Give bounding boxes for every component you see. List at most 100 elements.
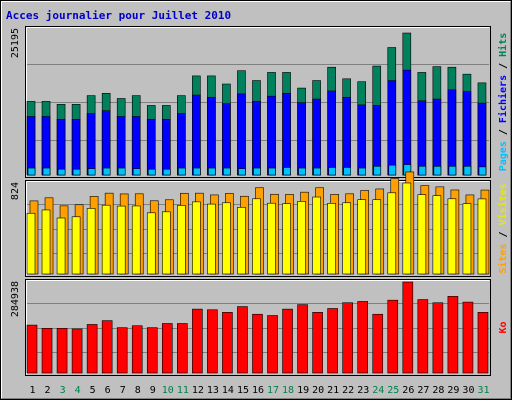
sites-bar <box>207 203 216 275</box>
sites-bar <box>161 211 171 275</box>
x-tick-label: 22 <box>342 385 354 396</box>
x-tick-label: 26 <box>402 385 414 396</box>
sites-bar <box>387 192 397 275</box>
x-tick-label: 27 <box>417 385 429 396</box>
kb-bar <box>26 324 38 374</box>
pages-bar <box>283 167 291 176</box>
x-tick-label: 4 <box>75 385 81 396</box>
sites-bar <box>56 217 66 275</box>
pages-bar <box>268 167 276 176</box>
sites-bar <box>86 208 96 275</box>
files-bar <box>71 119 81 176</box>
kb-bar <box>41 327 53 374</box>
x-tick-label: 20 <box>312 385 324 396</box>
x-tick-label: 21 <box>327 385 339 396</box>
kb-bar <box>56 327 68 374</box>
files-bar <box>131 116 141 176</box>
panel-visits-series-label: Sites / Visites <box>497 183 509 273</box>
kb-bar <box>267 315 278 374</box>
panel-hits-ymax-label: 25195 <box>10 28 21 58</box>
pages-bar <box>223 167 231 176</box>
files-bar <box>41 116 51 176</box>
x-tick-label: 17 <box>267 385 279 396</box>
sites-bar <box>252 198 261 275</box>
sites-bar <box>372 199 382 275</box>
x-tick-label: 11 <box>177 385 189 396</box>
kb-bar <box>432 302 444 374</box>
x-tick-label: 23 <box>357 385 369 396</box>
kb-bar <box>387 299 399 374</box>
sites-bar <box>26 212 36 275</box>
kb-bar <box>297 304 308 374</box>
pages-bar <box>193 167 201 176</box>
sites-bar <box>342 202 351 275</box>
files-bar <box>222 103 231 176</box>
kb-bar <box>327 308 338 374</box>
sites-bar <box>357 199 367 275</box>
chart-title: Acces journalier pour Juillet 2010 <box>6 9 231 22</box>
files-bar <box>372 105 382 176</box>
kb-bar <box>71 328 83 374</box>
files-bar <box>161 119 171 176</box>
pages-bar <box>132 168 141 176</box>
kb-bar <box>86 324 98 374</box>
kb-bar <box>357 301 369 374</box>
x-tick-label: 19 <box>297 385 309 396</box>
kb-bar <box>161 323 173 374</box>
sites-bar <box>222 202 231 275</box>
kb-bar <box>237 306 248 374</box>
kb-bar <box>372 313 384 374</box>
x-tick-label: 2 <box>45 385 51 396</box>
kb-bar <box>417 299 429 374</box>
x-tick-label: 14 <box>222 385 234 396</box>
files-bar <box>192 94 201 176</box>
files-bar <box>101 110 111 176</box>
kb-bar <box>252 313 263 374</box>
sites-bar <box>462 203 472 275</box>
files-bar <box>477 102 487 176</box>
sites-bar <box>282 203 291 275</box>
pages-bar <box>358 167 367 176</box>
kb-bar <box>207 309 218 374</box>
kb-bar <box>282 308 293 374</box>
panel-visits-ymax-label: 824 <box>10 182 21 200</box>
pages-bar <box>238 168 246 176</box>
pages-bar <box>478 166 487 176</box>
sites-bar <box>417 194 427 275</box>
pages-bar <box>27 167 36 176</box>
kb-bar <box>192 308 203 374</box>
files-bar <box>342 97 351 176</box>
sites-bar <box>177 205 186 275</box>
x-tick-label: 29 <box>447 385 459 396</box>
kb-bar <box>342 302 353 374</box>
pages-bar <box>373 166 382 176</box>
pages-bar <box>102 167 111 176</box>
panel-kb-ymax-label: 284938 <box>10 281 21 317</box>
files-bar <box>297 102 306 176</box>
x-tick-label: 28 <box>432 385 444 396</box>
panel-kb-series-label-part-0: Ko <box>498 321 509 333</box>
files-bar <box>56 119 66 176</box>
files-bar <box>357 104 367 176</box>
x-tick-label: 13 <box>207 385 219 396</box>
sites-bar <box>116 205 126 275</box>
x-tick-label: 7 <box>120 385 126 396</box>
kb-bar <box>131 325 143 374</box>
x-tick-label: 8 <box>135 385 141 396</box>
pages-bar <box>448 166 457 176</box>
files-bar <box>312 98 321 176</box>
sites-bar <box>267 202 276 275</box>
sites-bar <box>402 182 412 275</box>
files-bar <box>462 91 472 176</box>
panel-hits-series-label-part-2: Fichiers <box>497 75 509 123</box>
pages-bar <box>147 168 156 176</box>
panel-hits-series-label-part-0: Pages <box>498 141 509 171</box>
x-tick-label: 12 <box>192 385 204 396</box>
x-tick-label: 3 <box>60 385 66 396</box>
pages-bar <box>433 166 442 176</box>
sites-bar <box>101 204 111 275</box>
x-tick-label: 16 <box>252 385 264 396</box>
